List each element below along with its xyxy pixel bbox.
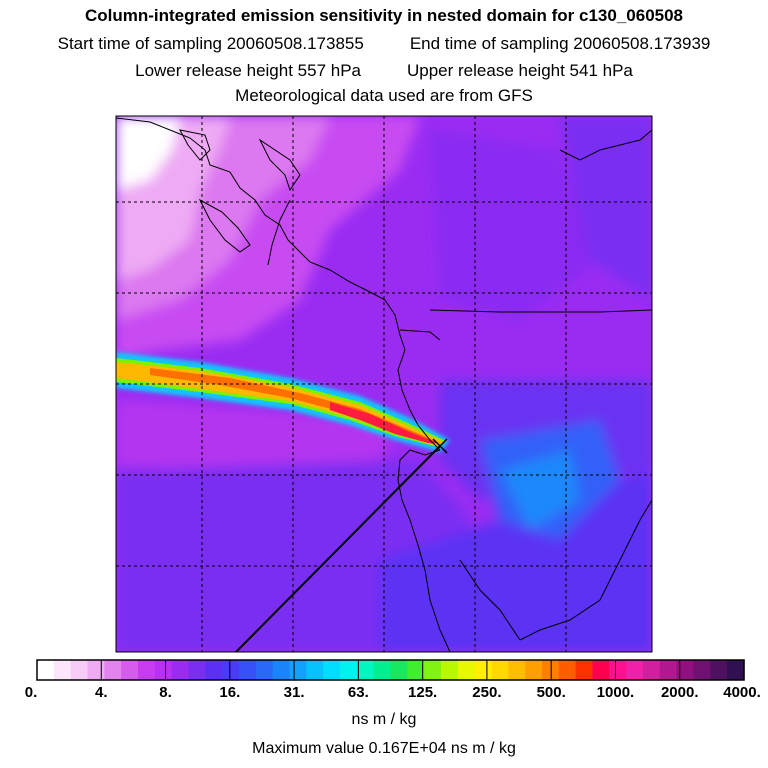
colorbar-tick-label: 250. <box>472 684 502 701</box>
sensitivity-field <box>116 116 652 652</box>
colorbar-tick-label: 31. <box>283 684 305 701</box>
met-data-note: Meteorological data used are from GFS <box>235 86 533 105</box>
colorbar-segment <box>727 660 745 680</box>
release-point-marker <box>432 438 448 454</box>
colorbar-segment <box>525 660 543 680</box>
colorbar-tick-label: 2000. <box>660 684 699 701</box>
colorbar-segment <box>154 660 173 680</box>
colorbar-tick-label: 63. <box>347 684 369 701</box>
colorbar-segment <box>239 660 257 680</box>
colorbar-segment <box>710 660 728 680</box>
colorbar-unit: ns m / kg <box>351 711 417 728</box>
colorbar-tick-label: 1000. <box>596 684 635 701</box>
colorbar-segment <box>340 660 358 680</box>
colorbar-segment <box>508 660 526 680</box>
emission-plume <box>116 352 450 452</box>
coastlines <box>116 117 652 652</box>
colorbar-segment <box>659 660 678 680</box>
colorbar-segment <box>306 660 324 680</box>
colorbar-segment <box>643 660 661 680</box>
colorbar-segment <box>138 660 156 680</box>
colorbar-segment <box>474 660 493 680</box>
colorbar-segment <box>121 660 139 680</box>
colorbar-segment <box>104 660 122 680</box>
sampling-start: Start time of sampling 20060508.173855 <box>57 34 364 53</box>
colorbar-segment <box>222 660 240 680</box>
colorbar-segment <box>676 660 695 680</box>
release-lower: Lower release height 557 hPa <box>135 61 361 80</box>
flight-track <box>235 445 441 652</box>
colorbar-segment <box>272 660 291 680</box>
colorbar-tick-label: 4. <box>95 684 108 701</box>
colorbar-segment <box>87 660 105 680</box>
colorbar-segment <box>323 660 341 680</box>
colorbar-segment <box>407 660 425 680</box>
sampling-end: End time of sampling 20060508.173939 <box>409 34 711 53</box>
colorbar-segment <box>356 660 375 680</box>
colorbar-segment <box>53 660 72 680</box>
map-frame <box>115 115 653 653</box>
colorbar-segment <box>558 660 577 680</box>
colorbar-tick-label: 0. <box>24 684 38 701</box>
colorbar-segment <box>626 660 644 680</box>
plot-title: Column-integrated emission sensitivity i… <box>84 6 684 25</box>
colorbar-tick-label: 8. <box>159 684 172 701</box>
sampling-times: Start time of sampling 20060508.173855 En… <box>0 34 768 54</box>
colorbar-segment <box>188 660 206 680</box>
colorbar-segment <box>491 660 509 680</box>
colorbar-segment <box>289 660 307 680</box>
colorbar-segment <box>441 660 459 680</box>
maximum-value: Maximum value 0.167E+04 ns m / kg <box>252 740 516 757</box>
colorbar-tick-label: 4000. <box>723 684 761 701</box>
colorbar-segment <box>205 660 223 680</box>
release-upper: Upper release height 541 hPa <box>407 61 633 80</box>
colorbar-tick-label: 125. <box>408 684 438 701</box>
colorbar-tick-label: 500. <box>536 684 566 701</box>
colorbar-segment <box>424 660 442 680</box>
graticule <box>116 116 652 652</box>
colorbar-segment <box>390 660 408 680</box>
colorbar-segment <box>70 660 89 680</box>
colorbar-frame <box>36 659 745 681</box>
colorbar-segment <box>37 660 55 680</box>
colorbar-segment <box>693 660 711 680</box>
colorbar-segment <box>575 660 594 680</box>
colorbar-segment <box>457 660 476 680</box>
colorbar-segment <box>373 660 392 680</box>
release-heights: Lower release height 557 hPa Upper releas… <box>0 61 768 81</box>
colorbar-tick-label: 16. <box>219 684 241 701</box>
colorbar <box>36 660 745 680</box>
colorbar-segment <box>171 660 190 680</box>
colorbar-segment <box>592 660 610 680</box>
colorbar-segment <box>609 660 627 680</box>
colorbar-segment <box>255 660 274 680</box>
